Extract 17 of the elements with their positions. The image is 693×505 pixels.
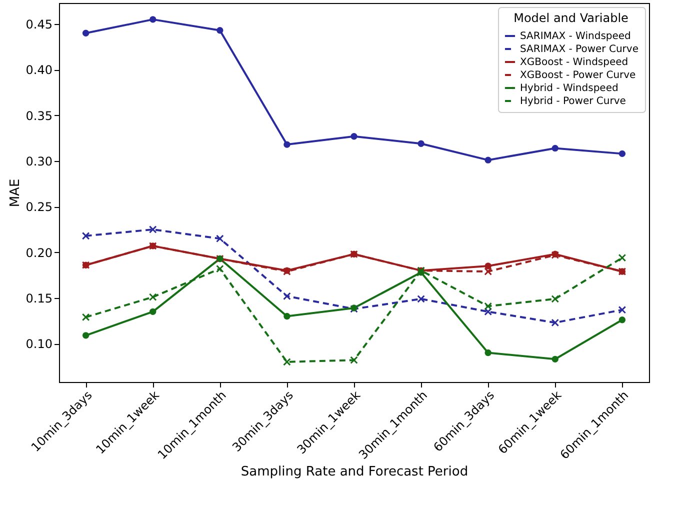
y-tick-label: 0.15 — [26, 291, 52, 306]
x-axis-title: Sampling Rate and Forecast Period — [240, 464, 468, 480]
legend-label: SARIMAX - Windspeed — [520, 31, 631, 42]
legend-label: XGBoost - Power Curve — [520, 70, 636, 81]
y-tick-label: 0.30 — [26, 154, 52, 168]
y-tick-label: 0.40 — [26, 63, 52, 78]
y-tick-label: 0.35 — [26, 108, 52, 123]
y-tick-label: 0.25 — [26, 200, 52, 214]
y-tick-label: 0.20 — [26, 246, 52, 260]
legend-label: Hybrid - Windspeed — [520, 83, 618, 94]
legend-label: Hybrid - Power Curve — [520, 96, 626, 107]
legend-title: Model and Variable — [514, 11, 628, 25]
legend-label: XGBoost - Windspeed — [520, 57, 628, 68]
y-tick-label: 0.10 — [26, 337, 52, 352]
legend-label: SARIMAX - Power Curve — [520, 44, 638, 55]
y-axis-title: MAE — [8, 178, 23, 208]
y-tick-label: 0.45 — [26, 18, 52, 32]
